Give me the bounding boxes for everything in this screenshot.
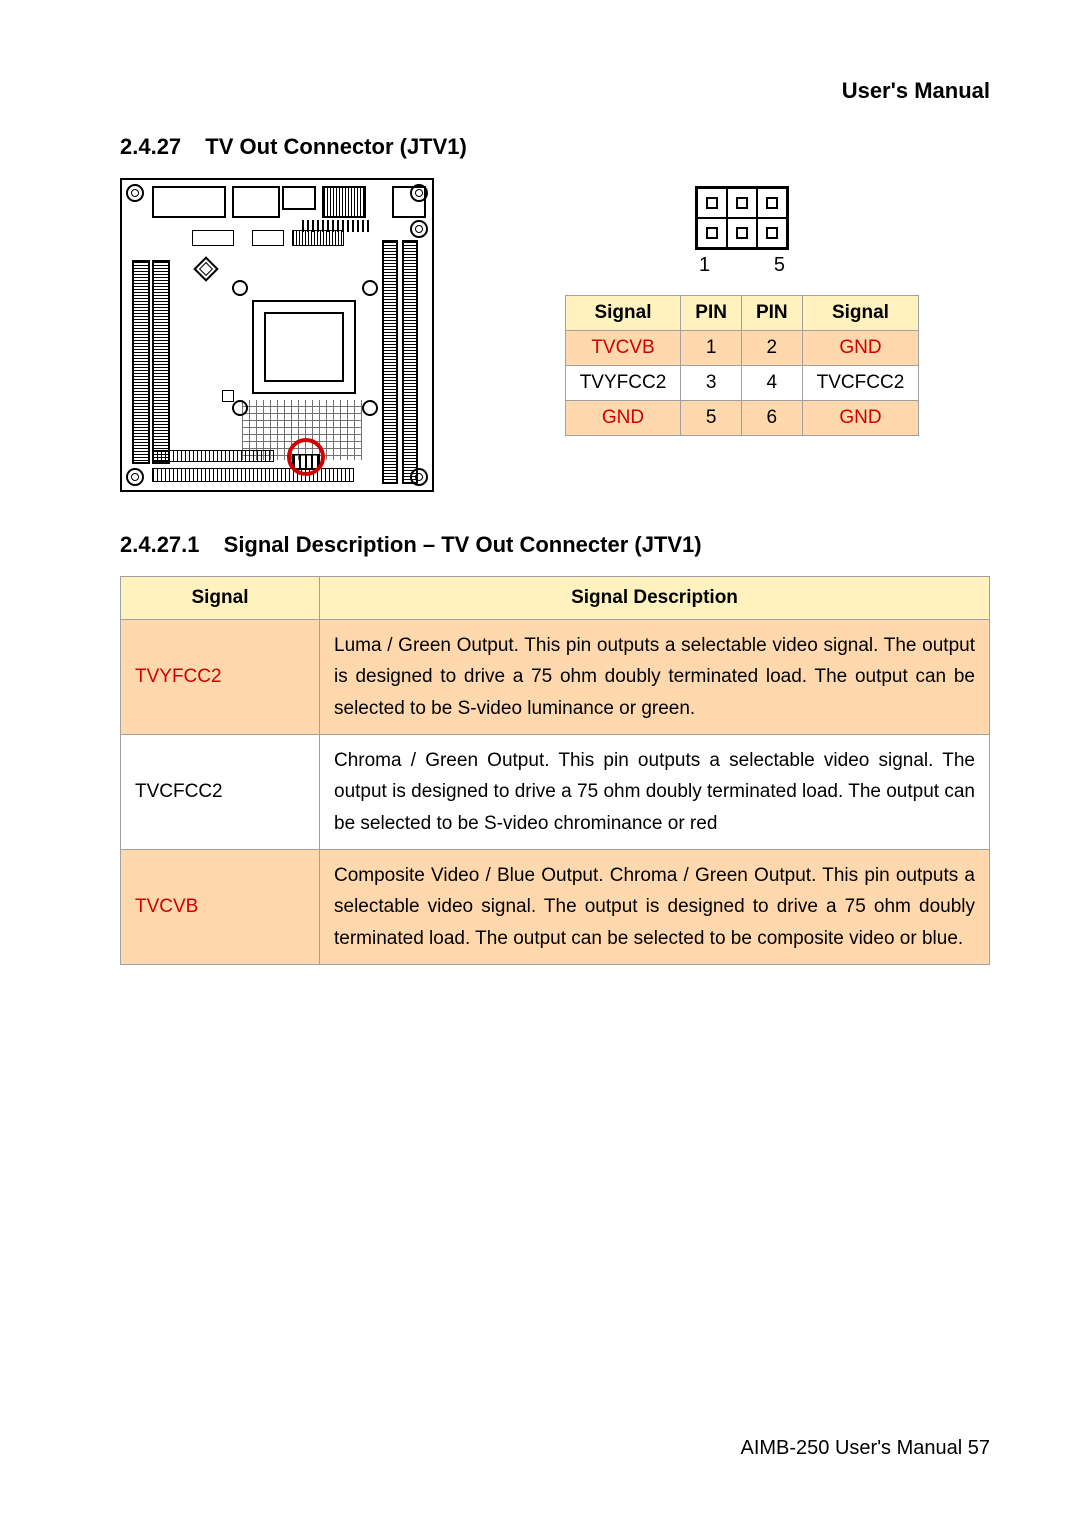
right-column: 1 5 Signal PIN PIN Signal TVCVB12GNDTVYF… [494, 178, 990, 436]
mount-hole-icon [232, 280, 248, 296]
pin-cell [727, 218, 757, 248]
pci-slot [132, 260, 150, 464]
motherboard-diagram [120, 178, 434, 492]
cpu-socket [252, 300, 356, 394]
mount-hole-icon [362, 280, 378, 296]
pin-number: 4 [741, 366, 802, 401]
pin-table-header: Signal [802, 296, 919, 331]
bottom-header [152, 450, 274, 462]
pin-grid [695, 186, 789, 250]
desc-table-header: Signal [121, 577, 320, 620]
desc-table-row: TVYFCC2Luma / Green Output. This pin out… [121, 620, 990, 735]
desc-signal-name: TVCFCC2 [121, 735, 320, 850]
pin-table-header: PIN [681, 296, 742, 331]
pin-diagram-labels: 1 5 [695, 254, 789, 277]
io-port [322, 186, 366, 218]
page-footer: AIMB-250 User's Manual 57 [741, 1437, 991, 1460]
pin-signal-left: TVCVB [565, 331, 681, 366]
io-port [152, 186, 226, 218]
small-connector [222, 390, 234, 402]
mount-hole-icon [362, 400, 378, 416]
pin-signal-right: TVCFCC2 [802, 366, 919, 401]
pin-signal-right: GND [802, 401, 919, 436]
section-number: 2.4.27 [120, 134, 181, 160]
vreg-block [302, 220, 372, 232]
page: User's Manual 2.4.27 TV Out Connector (J… [0, 0, 1080, 1528]
chip-icon [193, 256, 218, 281]
subsection-title: Signal Description – TV Out Connecter (J… [224, 532, 702, 557]
footer-text: AIMB-250 User's Manual [741, 1437, 968, 1459]
pci-slot [152, 260, 170, 464]
pin-signal-left: GND [565, 401, 681, 436]
pin-diagram: 1 5 [695, 186, 789, 277]
pin-table-row: TVCVB12GND [565, 331, 919, 366]
desc-table-header-row: Signal Signal Description [121, 577, 990, 620]
io-port [392, 186, 426, 218]
section-title: TV Out Connector (JTV1) [205, 134, 467, 159]
screw-hole-icon [126, 468, 144, 486]
bottom-header [152, 468, 354, 482]
desc-table-row: TVCFCC2Chroma / Green Output. This pin o… [121, 735, 990, 850]
io-port [232, 186, 280, 218]
highlight-circle-icon [287, 438, 325, 476]
section-heading: 2.4.27 TV Out Connector (JTV1) [120, 134, 990, 160]
desc-signal-text: Luma / Green Output. This pin outputs a … [320, 620, 990, 735]
header-block [192, 230, 234, 246]
desc-signal-text: Composite Video / Blue Output. Chroma / … [320, 850, 990, 965]
pin-table-header: PIN [741, 296, 802, 331]
pin-cell [697, 218, 727, 248]
pin-cell [757, 188, 787, 218]
pin-number: 6 [741, 401, 802, 436]
pin-number: 1 [681, 331, 742, 366]
pin-table-row: TVYFCC234TVCFCC2 [565, 366, 919, 401]
dimm-slot [402, 240, 418, 484]
desc-table-header: Signal Description [320, 577, 990, 620]
io-port [282, 186, 316, 210]
pin-number: 3 [681, 366, 742, 401]
desc-signal-text: Chroma / Green Output. This pin outputs … [320, 735, 990, 850]
pin-number: 2 [741, 331, 802, 366]
pin-cell [757, 218, 787, 248]
pin-label-left: 1 [699, 254, 710, 277]
header-block [292, 230, 344, 246]
pin-cell [697, 188, 727, 218]
subsection-heading: 2.4.27.1 Signal Description – TV Out Con… [120, 532, 990, 558]
pin-table-row: GND56GND [565, 401, 919, 436]
dimm-slot [382, 240, 398, 484]
signal-description-table: Signal Signal Description TVYFCC2Luma / … [120, 576, 990, 965]
pin-table-header-row: Signal PIN PIN Signal [565, 296, 919, 331]
pin-signal-right: GND [802, 331, 919, 366]
subsection-number: 2.4.27.1 [120, 532, 200, 558]
desc-signal-name: TVCVB [121, 850, 320, 965]
screw-hole-icon [126, 184, 144, 202]
header-block [252, 230, 284, 246]
top-row: 1 5 Signal PIN PIN Signal TVCVB12GNDTVYF… [120, 178, 990, 492]
header-right-title: User's Manual [120, 78, 990, 104]
screw-hole-icon [410, 220, 428, 238]
pin-label-right: 5 [774, 254, 785, 277]
pin-table-header: Signal [565, 296, 681, 331]
pin-cell [727, 188, 757, 218]
footer-page-number: 57 [968, 1437, 990, 1459]
desc-table-row: TVCVBComposite Video / Blue Output. Chro… [121, 850, 990, 965]
pin-signal-left: TVYFCC2 [565, 366, 681, 401]
pin-table: Signal PIN PIN Signal TVCVB12GNDTVYFCC23… [565, 295, 920, 436]
pin-number: 5 [681, 401, 742, 436]
desc-signal-name: TVYFCC2 [121, 620, 320, 735]
